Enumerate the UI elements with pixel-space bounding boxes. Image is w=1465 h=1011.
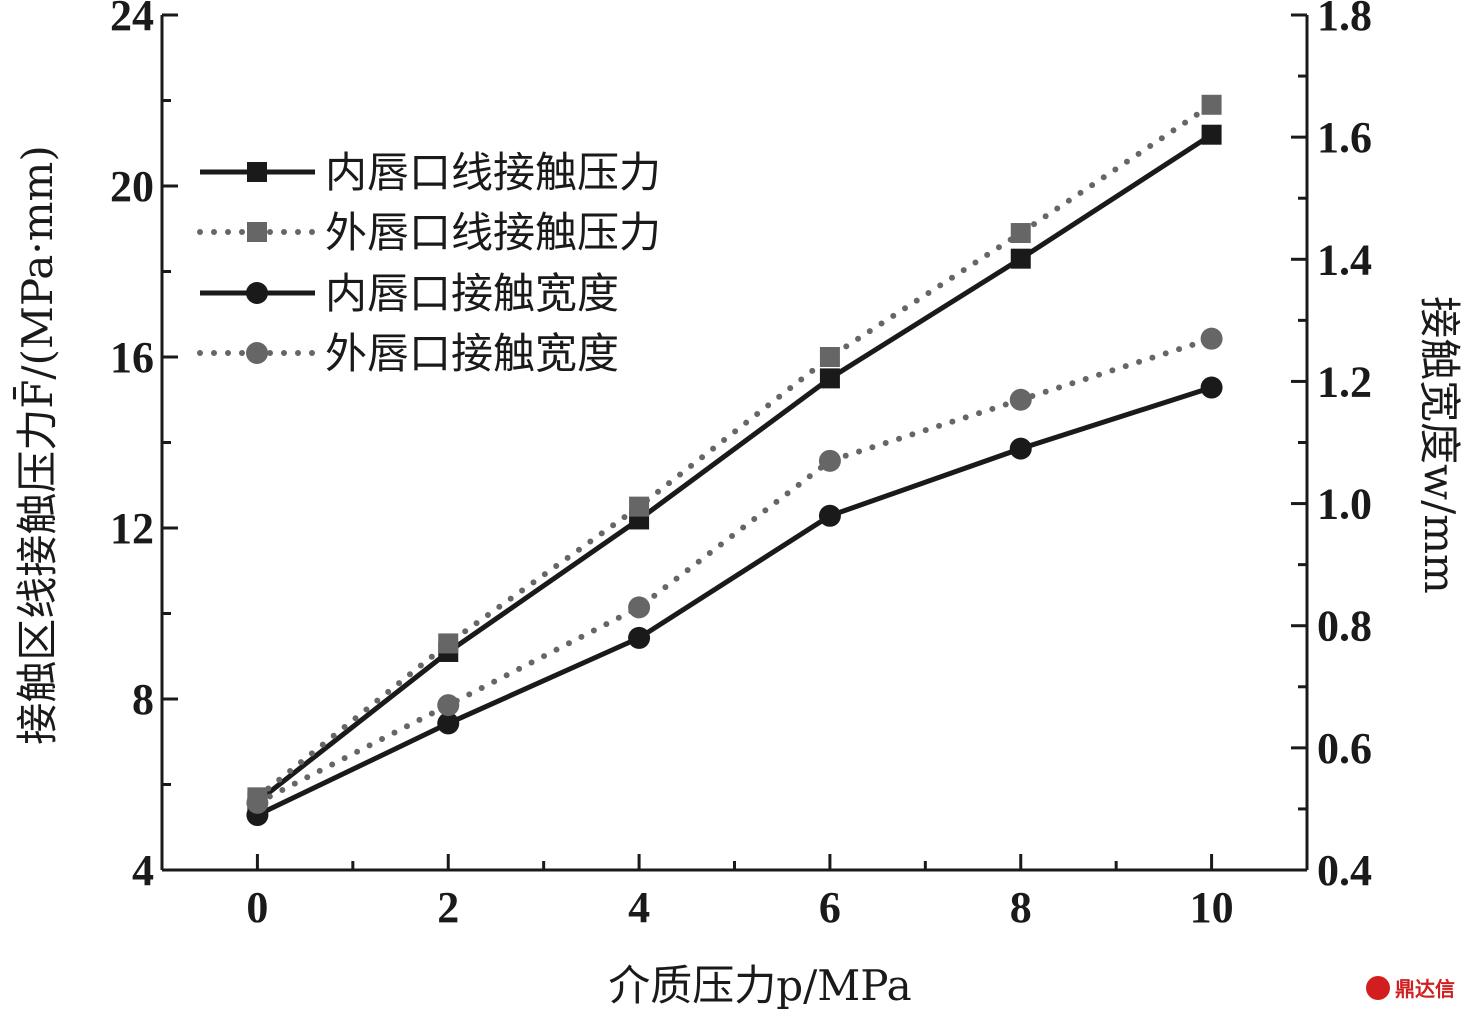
data-point [1201, 94, 1222, 115]
data-point [1200, 327, 1223, 350]
y-right-tick-label: 0.4 [1317, 846, 1372, 895]
data-point [1200, 376, 1223, 399]
plot-axes: 0 2 4 6 8 1048121620240.40.60.81.01.21.41.61.… [110, 0, 1372, 932]
x-tick-label: 8 [1010, 883, 1032, 932]
data-point [1201, 124, 1222, 145]
data-point [818, 449, 841, 472]
data-point [1010, 248, 1031, 269]
data-point [1010, 223, 1031, 244]
x-tick-label: 6 [819, 883, 841, 932]
y-axis-title-left: 接触区线接触压力F̄/(MPa·mm) [11, 145, 62, 745]
legend-marker-2 [247, 222, 267, 242]
legend-marker-4 [246, 342, 268, 364]
y-axis-title-right: 接触宽度w/mm [1415, 296, 1464, 594]
legend-marker-1 [247, 162, 267, 182]
legend-label-2: 外唇口线接触压力 [325, 208, 661, 257]
series-line [254, 335, 1215, 806]
data-point [818, 504, 841, 527]
y-right-tick-label: 1.4 [1317, 235, 1372, 284]
y-left-tick-label: 24 [110, 0, 154, 40]
data-point [437, 694, 460, 717]
series-line [254, 101, 1215, 801]
watermark: 鼎达信 [1366, 976, 1455, 1001]
y-right-tick-label: 1.8 [1317, 0, 1372, 40]
y-right-tick-label: 1.0 [1317, 480, 1372, 529]
x-axis-title: 介质压力p/MPa [608, 961, 911, 1010]
data-point [628, 596, 651, 619]
y-left-tick-label: 20 [110, 162, 154, 211]
y-right-tick-label: 1.6 [1317, 113, 1372, 162]
x-tick-label: 10 [1190, 883, 1234, 932]
data-point [629, 496, 650, 517]
y-right-tick-label: 1.2 [1317, 357, 1372, 406]
y-left-tick-label: 16 [110, 333, 154, 382]
y-left-tick-label: 8 [132, 675, 154, 724]
data-point [819, 347, 840, 367]
plot-series [246, 94, 1223, 827]
series-2 [247, 94, 1222, 808]
y-left-tick-label: 12 [110, 504, 154, 553]
legend-label-4: 外唇口接触宽度 [325, 329, 619, 378]
watermark-text: 鼎达信 [1395, 977, 1455, 1001]
x-tick-label: 4 [628, 883, 650, 932]
series-line [255, 132, 1213, 804]
data-point [438, 633, 459, 654]
series-3 [246, 376, 1223, 827]
legend-label-3: 内唇口接触宽度 [325, 269, 619, 318]
watermark-logo-icon [1366, 976, 1390, 1000]
data-point [1009, 388, 1032, 411]
data-point [437, 712, 460, 735]
x-tick-label: 2 [437, 883, 459, 932]
y-right-tick-label: 0.6 [1317, 724, 1372, 773]
x-tick-label: 0 [246, 883, 268, 932]
data-point [819, 368, 840, 389]
data-point [628, 626, 651, 649]
series-line [256, 385, 1213, 818]
data-point [246, 791, 269, 814]
series-4 [246, 327, 1223, 814]
y-left-tick-label: 4 [132, 846, 154, 895]
y-right-tick-label: 0.8 [1317, 602, 1372, 651]
legend-label-1: 内唇口线接触压力 [325, 148, 661, 197]
data-point [1009, 437, 1032, 460]
legend-marker-3 [246, 282, 268, 304]
